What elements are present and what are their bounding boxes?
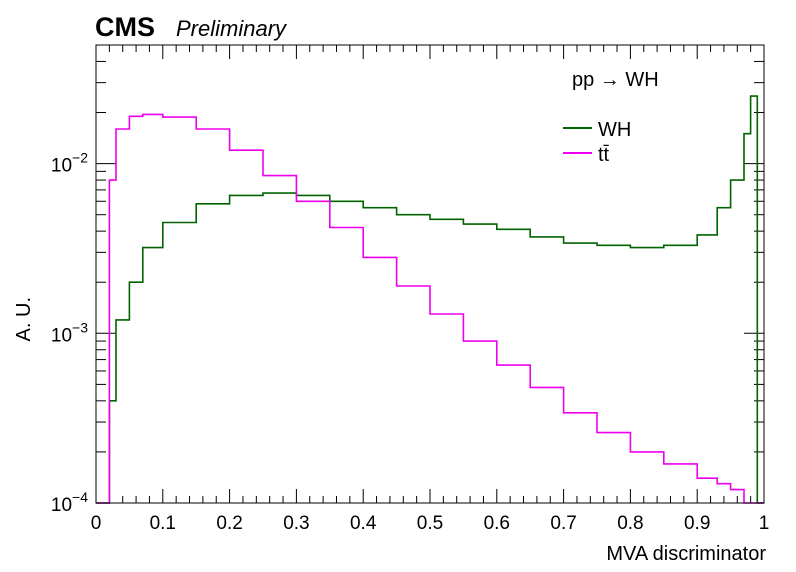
experiment-label: CMS [95, 12, 155, 42]
legend-label-ttbar: tt̄ [598, 144, 610, 166]
legend: WH tt̄ [563, 119, 631, 166]
x-tick-label: 0.5 [417, 513, 443, 534]
plot-frame [95, 44, 765, 504]
process-label: pp → WH [572, 69, 659, 91]
x-tick-label: 0.6 [484, 513, 510, 534]
y-tick-label: 10−4 [51, 489, 88, 516]
y-axis-title: A. U. [13, 297, 35, 341]
x-tick-label: 0 [91, 513, 102, 534]
x-tick-label: 1 [759, 513, 770, 534]
x-tick-label: 0.8 [617, 513, 643, 534]
x-tick-label: 0.4 [350, 513, 377, 534]
series-layer [96, 95, 764, 504]
x-axis-title: MVA discriminator [606, 543, 766, 565]
status-label: Preliminary [176, 16, 288, 41]
x-tick-label: 0.7 [550, 513, 576, 534]
y-tick-label: 10−3 [51, 319, 88, 346]
x-tick-label: 0.3 [283, 513, 309, 534]
y-tick-label: 10−2 [51, 150, 88, 177]
series-line-wh [96, 95, 764, 504]
x-tick-label: 0.1 [150, 513, 176, 534]
y-tick-labels: 10−4 10−3 10−2 [51, 150, 88, 516]
x-tick-label: 0.2 [216, 513, 242, 534]
axis-ticks [95, 44, 765, 504]
legend-label-wh: WH [598, 119, 631, 141]
series-line-ttbar [96, 113, 764, 504]
x-tick-label: 0.9 [684, 513, 710, 534]
x-tick-labels: 0 0.1 0.2 0.3 0.4 0.5 0.6 0.7 0.8 0.9 1 [91, 513, 770, 534]
